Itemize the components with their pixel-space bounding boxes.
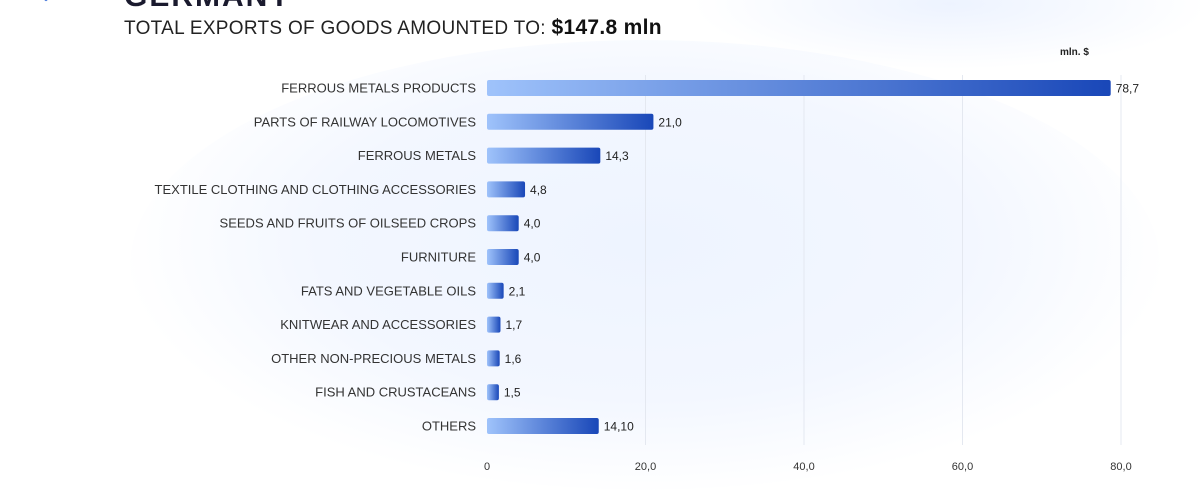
bar — [487, 147, 601, 164]
category-label: FISH AND CRUSTACEANS — [315, 385, 476, 400]
bar — [487, 215, 519, 232]
grid-lines — [645, 75, 1122, 445]
x-tick-label: 40,0 — [793, 461, 814, 473]
bar — [487, 418, 599, 434]
x-axis-ticks: 0 20,0 40,0 60,0 80,0 — [484, 461, 1132, 473]
subtitle-prefix: TOTAL EXPORTS OF GOODS AMOUNTED TO: — [124, 18, 546, 39]
bars — [487, 80, 1111, 434]
bar — [487, 316, 501, 333]
bar — [487, 249, 519, 265]
value-label: 1,7 — [505, 318, 522, 332]
value-label: 2,1 — [509, 284, 526, 298]
category-labels: FERROUS METALS PRODUCTS PARTS OF RAILWAY … — [155, 81, 477, 434]
x-tick-label: 60,0 — [952, 461, 973, 473]
value-label: 14,3 — [605, 149, 629, 163]
value-label: 4,8 — [530, 183, 547, 197]
category-label: OTHERS — [422, 419, 477, 434]
page-title: GERMANY — [124, 0, 291, 8]
chart-subtitle: TOTAL EXPORTS OF GOODS AMOUNTED TO: $147… — [124, 16, 662, 40]
category-label: OTHER NON-PRECIOUS METALS — [271, 351, 476, 366]
category-label: FATS AND VEGETABLE OILS — [301, 283, 476, 298]
bar — [487, 384, 499, 401]
x-tick-label: 20,0 — [635, 461, 656, 473]
category-label: FERROUS METALS — [358, 148, 477, 163]
category-label: KNITWEAR AND ACCESSORIES — [280, 317, 476, 332]
category-label: FURNITURE — [401, 250, 476, 265]
category-label: SEEDS AND FRUITS OF OILSEED CROPS — [220, 216, 477, 231]
value-label: 4,0 — [524, 251, 541, 265]
category-label: PARTS OF RAILWAY LOCOMOTIVES — [254, 114, 477, 129]
x-tick-label: 80,0 — [1110, 461, 1131, 473]
background-shape — [690, 0, 1200, 70]
value-label: 14,10 — [604, 420, 634, 434]
value-label: 4,0 — [524, 217, 541, 231]
bar-chart: FERROUS METALS PRODUCTS PARTS OF RAILWAY … — [155, 75, 1139, 473]
value-label: 78,7 — [1116, 82, 1140, 96]
value-label: 1,6 — [505, 352, 522, 366]
unit-label: mln. $ — [1060, 47, 1089, 58]
x-tick-label: 0 — [484, 461, 490, 473]
value-labels: 78,7 21,0 14,3 4,8 4,0 4,0 2,1 1,7 1,6 1,5 14,10 — [504, 82, 1139, 434]
category-label: FERROUS METALS PRODUCTS — [281, 81, 476, 96]
bar — [487, 181, 526, 198]
bar — [487, 80, 1111, 96]
category-label: TEXTILE CLOTHING AND CLOTHING ACCESSORIE… — [155, 182, 477, 197]
value-label: 21,0 — [658, 115, 682, 129]
bar — [487, 350, 500, 367]
value-label: 1,5 — [504, 386, 521, 400]
bar — [487, 282, 504, 299]
bar — [487, 113, 654, 130]
total-amount: $147.8 mln — [551, 16, 662, 39]
